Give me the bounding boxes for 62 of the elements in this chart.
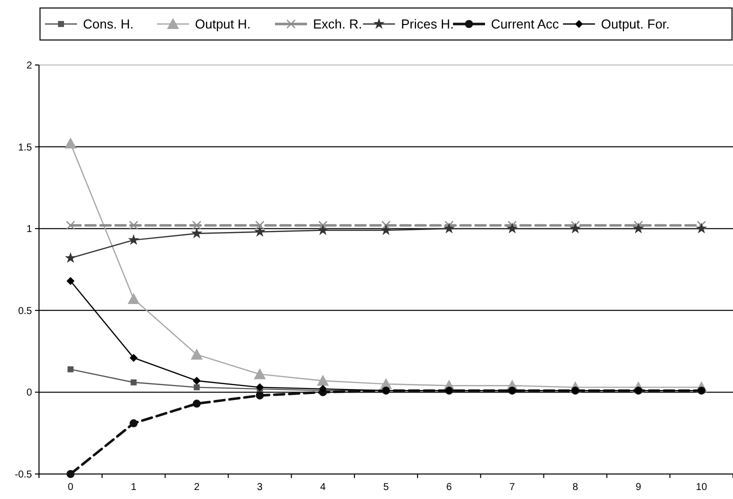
- legend-label: Output. For.: [601, 16, 670, 32]
- y-tick-label: 0.5: [18, 306, 32, 317]
- legend-label: Output H.: [195, 16, 251, 32]
- x-tick-label: 0: [68, 482, 74, 493]
- y-tick-label: 1: [26, 224, 32, 236]
- point: [128, 234, 140, 245]
- point: [64, 252, 76, 263]
- y-tick-label: 0: [26, 388, 32, 399]
- legend-label: Exch. R.: [313, 16, 362, 32]
- point: [256, 383, 264, 392]
- point: [129, 220, 138, 230]
- point: [316, 374, 329, 386]
- point: [696, 222, 708, 234]
- point: [192, 376, 201, 385]
- point: [381, 220, 391, 230]
- y-tick-label: 2: [26, 60, 32, 72]
- point: [317, 224, 329, 236]
- point: [190, 348, 203, 360]
- point: [130, 379, 137, 386]
- point: [192, 400, 201, 408]
- point: [130, 419, 138, 428]
- point: [130, 354, 138, 362]
- x-tick-label: 6: [446, 482, 452, 493]
- point: [191, 228, 202, 238]
- x-tick-label: 10: [696, 482, 708, 493]
- legend-label: Cons. H.: [83, 16, 134, 32]
- point: [632, 222, 644, 234]
- point: [254, 368, 266, 380]
- point: [634, 220, 643, 230]
- legend-label: Current Acc: [491, 16, 560, 32]
- x-tick-label: 1: [130, 482, 137, 493]
- point: [318, 384, 327, 393]
- point: [443, 222, 455, 234]
- point: [66, 220, 76, 230]
- point: [66, 276, 75, 285]
- point: [192, 220, 202, 230]
- x-tick-label: 4: [320, 482, 326, 493]
- point: [254, 226, 266, 237]
- point: [508, 220, 517, 230]
- y-tick-label: -0.5: [14, 470, 32, 480]
- point: [255, 220, 264, 230]
- point: [68, 366, 74, 372]
- x-tick-label: 8: [572, 482, 578, 493]
- point: [318, 220, 328, 230]
- x-tick-label: 7: [509, 482, 516, 493]
- legend-label: Prices H.: [401, 16, 454, 32]
- point: [66, 470, 75, 478]
- x-tick-label: 2: [194, 482, 200, 493]
- point: [506, 222, 518, 234]
- x-tick-label: 9: [636, 482, 642, 493]
- point: [570, 220, 580, 230]
- x-tick-label: 5: [383, 482, 390, 493]
- point: [64, 138, 77, 149]
- point: [444, 220, 454, 230]
- point: [128, 292, 140, 304]
- point: [696, 220, 706, 230]
- x-tick-label: 3: [257, 482, 264, 493]
- y-tick-label: 1.5: [18, 142, 32, 154]
- point: [256, 391, 264, 400]
- point: [570, 222, 581, 234]
- point: [380, 224, 392, 236]
- point: [194, 384, 200, 390]
